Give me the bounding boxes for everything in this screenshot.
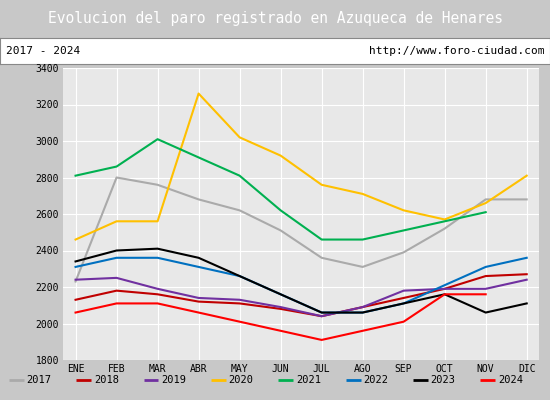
Text: Evolucion del paro registrado en Azuqueca de Henares: Evolucion del paro registrado en Azuquec… xyxy=(47,12,503,26)
Text: 2021: 2021 xyxy=(296,375,321,385)
Text: 2024: 2024 xyxy=(498,375,523,385)
Text: 2017 - 2024: 2017 - 2024 xyxy=(6,46,80,56)
Text: 2023: 2023 xyxy=(431,375,455,385)
Text: 2018: 2018 xyxy=(94,375,119,385)
Text: 2017: 2017 xyxy=(26,375,51,385)
Text: 2022: 2022 xyxy=(363,375,388,385)
Text: 2020: 2020 xyxy=(228,375,254,385)
Text: http://www.foro-ciudad.com: http://www.foro-ciudad.com xyxy=(369,46,544,56)
Text: 2019: 2019 xyxy=(161,375,186,385)
